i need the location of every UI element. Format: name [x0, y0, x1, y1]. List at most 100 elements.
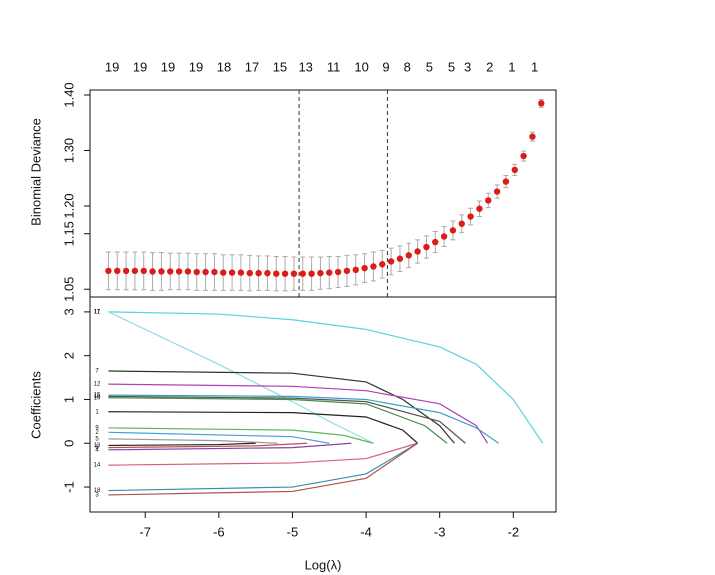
series-label: 18 [94, 488, 101, 494]
point [228, 269, 236, 276]
coefficient-path [108, 311, 544, 444]
point [149, 268, 156, 275]
point [105, 267, 112, 275]
top-tick-label: 15 [273, 59, 287, 74]
coefficient-path [108, 442, 418, 466]
point [158, 268, 165, 275]
point [343, 267, 351, 275]
point [193, 268, 200, 276]
series-label: 2 [95, 430, 99, 436]
x-tick-label: -5 [287, 524, 299, 539]
point [317, 269, 324, 277]
y-tick-label: 3 [61, 308, 76, 315]
point [405, 252, 412, 259]
series-label: 15 [94, 393, 101, 399]
point [379, 261, 386, 268]
top-tick-label: 1 [508, 59, 515, 74]
y-tick-label: 1.30 [61, 138, 76, 163]
y-axis-label: Binomial Deviance [28, 118, 43, 226]
coefficient-path [108, 438, 278, 444]
point [467, 213, 474, 220]
coefficient-path [108, 383, 489, 444]
point [449, 227, 457, 234]
top-tick-label: 3 [464, 59, 471, 74]
top-tick-label: 19 [133, 59, 147, 74]
coefficient-path [108, 395, 466, 444]
top-tick-label: 8 [404, 59, 411, 74]
top-tick-label: 10 [354, 59, 368, 74]
point [458, 220, 465, 227]
series-label: 12 [94, 382, 101, 388]
x-tick-label: -3 [434, 524, 446, 539]
point [511, 166, 518, 174]
point [273, 270, 280, 277]
top-tick-label: 17 [245, 59, 259, 74]
series-label: 13 [94, 443, 101, 449]
point [122, 267, 130, 275]
point [520, 152, 527, 160]
point [237, 269, 245, 276]
point [502, 178, 510, 185]
point [538, 100, 545, 107]
x-tick-label: -7 [139, 524, 151, 539]
series-label: 10 [94, 395, 101, 401]
series-label: 9 [95, 426, 99, 432]
point [299, 270, 306, 277]
coefficient-path [108, 442, 418, 496]
point [326, 269, 333, 276]
y-tick-label: 0 [61, 440, 76, 447]
coefficient-path [108, 397, 448, 444]
point [246, 269, 253, 277]
top-tick-label: 19 [189, 59, 203, 74]
point [281, 270, 289, 277]
point [493, 188, 501, 195]
point [167, 268, 174, 275]
series-label: 3 [95, 493, 99, 499]
coefficient-path [108, 427, 374, 444]
point [211, 268, 218, 276]
y-tick-label: -1 [61, 481, 76, 493]
point [529, 133, 536, 140]
series-label: 6 [95, 445, 99, 451]
point [114, 267, 121, 275]
point [264, 269, 271, 277]
x-axis-label: Log(λ) [305, 557, 342, 572]
coefficient-path [108, 370, 455, 444]
top-tick-label: 19 [105, 59, 119, 74]
y-tick-label: 1.20 [61, 193, 76, 218]
point [432, 238, 439, 246]
point [352, 266, 359, 274]
top-tick-label: 18 [217, 59, 231, 74]
top-tick-label: 5 [448, 59, 455, 74]
top-tick-label: 2 [486, 59, 493, 74]
top-tick-label: 9 [382, 59, 389, 74]
point [255, 269, 262, 277]
series-label: 14 [94, 463, 101, 469]
point [414, 248, 421, 255]
x-tick-label: -4 [360, 524, 372, 539]
point [361, 264, 368, 272]
y-tick-label: 1.05 [61, 277, 76, 302]
point [220, 269, 227, 276]
series-label: 7 [95, 369, 99, 375]
point [387, 258, 395, 265]
point [440, 233, 448, 240]
top-tick-label: 11 [327, 59, 341, 74]
y-tick-label: 1 [61, 396, 76, 403]
coefficient-path [108, 442, 308, 449]
series-label: 1 [95, 409, 99, 415]
point [334, 268, 342, 276]
y-tick-label: 1.40 [61, 82, 76, 107]
point [290, 270, 298, 277]
coefficient-path [108, 411, 418, 444]
y-axis-label: Coefficients [28, 371, 43, 439]
series-label: 16 [94, 394, 101, 400]
point [423, 243, 430, 251]
series-label: 17 [94, 309, 101, 315]
point [184, 268, 192, 275]
coefficient-path [108, 442, 352, 451]
point [202, 268, 209, 276]
point [140, 267, 147, 275]
x-tick-label: -6 [213, 524, 225, 539]
